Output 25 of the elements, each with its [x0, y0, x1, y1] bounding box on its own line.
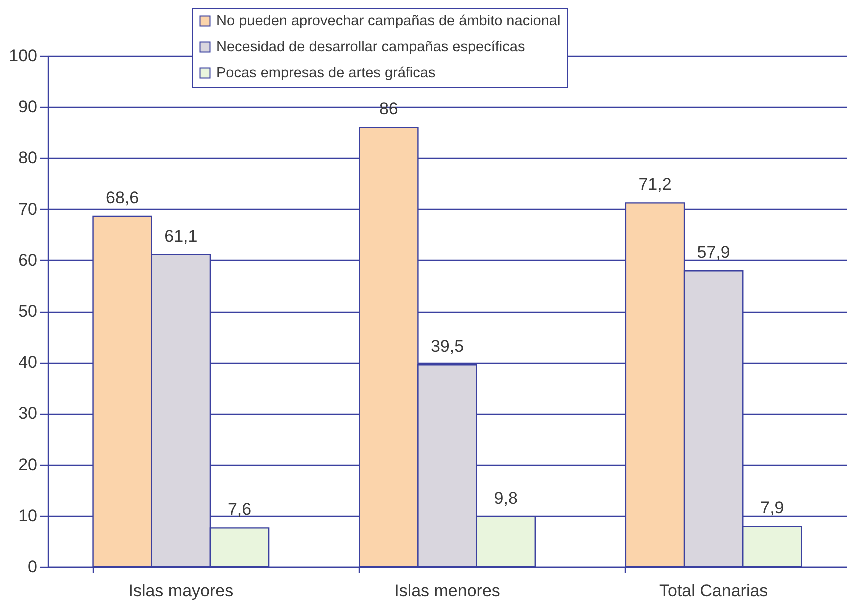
- x-tick-label: Islas menores: [394, 582, 500, 600]
- data-label: 7,6: [228, 500, 252, 520]
- legend-label: Necesidad de desarrollar campañas específicas: [216, 39, 526, 56]
- legend-label: Pocas empresas de artes gráficas: [216, 65, 436, 82]
- y-tick-label: 30: [18, 404, 38, 424]
- data-label: 71,2: [638, 175, 672, 194]
- y-tick-label: 60: [18, 250, 38, 270]
- x-tick-label: Islas mayores: [128, 582, 234, 600]
- y-tick-label: 90: [18, 98, 38, 117]
- legend-label: No pueden aprovechar campañas de ámbito nacional: [216, 13, 561, 30]
- y-tick-label: 0: [28, 558, 38, 576]
- y-tick-label: 100: [9, 46, 38, 66]
- y-tick-label: 40: [18, 353, 38, 372]
- data-label: 68,6: [106, 188, 140, 208]
- x-tick-label: Total Canarias: [659, 582, 768, 600]
- y-tick-label: 50: [18, 302, 38, 321]
- y-tick-label: 20: [18, 455, 38, 474]
- data-label: 9,8: [494, 488, 518, 508]
- y-tick-label: 80: [18, 148, 38, 168]
- data-label: 7,9: [760, 498, 784, 518]
- y-tick-label: 10: [18, 506, 38, 526]
- data-label: 61,1: [164, 226, 198, 246]
- y-tick-label: 70: [18, 200, 38, 219]
- data-label: 57,9: [697, 243, 730, 262]
- data-label: 39,5: [430, 337, 464, 356]
